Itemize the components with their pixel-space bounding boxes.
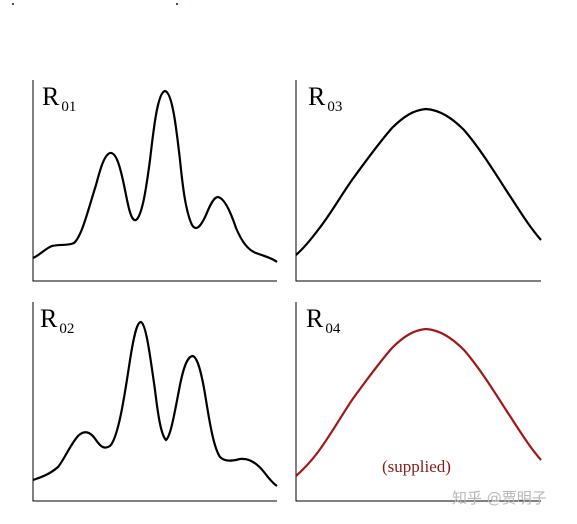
panel-r04-curve: [296, 329, 541, 476]
panel-r04-label: R 04: [306, 304, 340, 334]
panel-r04-note: (supplied): [382, 457, 451, 477]
watermark: 知乎 @贾明子: [452, 487, 547, 508]
